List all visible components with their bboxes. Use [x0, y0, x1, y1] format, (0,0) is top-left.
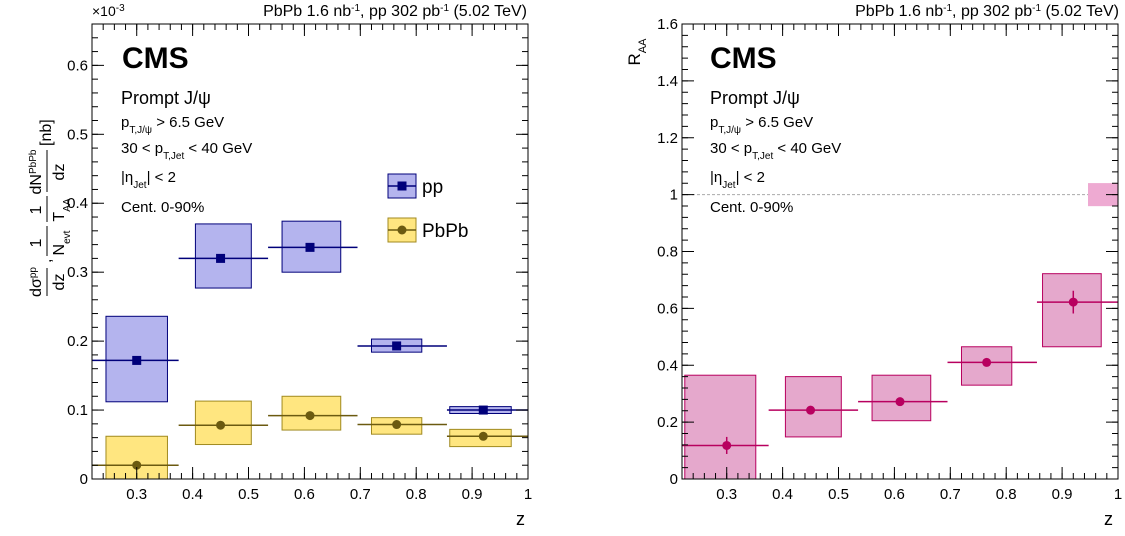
right-ptjet-label: 30 < pT,Jet < 40 GeV — [710, 140, 841, 162]
left-xtick-label: 0.7 — [350, 486, 371, 503]
left-panel: PbPb 1.6 nb-1, pp 302 pb-1 (5.02 TeV) ×1… — [28, 3, 533, 530]
pp-marker — [392, 341, 402, 351]
left-header: PbPb 1.6 nb-1, pp 302 pb-1 (5.02 TeV) — [263, 3, 527, 21]
raa-marker — [806, 405, 816, 415]
right-xlabel: z — [1104, 509, 1113, 529]
right-xtick-label: 0.4 — [772, 486, 793, 503]
left-ytick-label: 0.4 — [67, 195, 88, 212]
ylabel-dsigma: dσpp — [28, 267, 46, 297]
right-cent-label: Cent. 0-90% — [710, 199, 793, 216]
right-ytick-label: 0.2 — [657, 414, 678, 431]
left-xtick-label: 0.9 — [462, 486, 483, 503]
ylabel-dz-1: dz — [51, 274, 68, 291]
left-xtick-label: 0.3 — [126, 486, 147, 503]
legend-pp-marker — [397, 181, 407, 191]
right-xtick-label: 0.8 — [996, 486, 1017, 503]
raa-marker — [982, 357, 992, 367]
right-ptpsi-label: pT,J/ψ > 6.5 GeV — [710, 114, 813, 136]
pbpb-marker — [132, 460, 142, 470]
right-ytick-label: 0.4 — [657, 357, 678, 374]
left-cent-label: Cent. 0-90% — [121, 199, 204, 216]
ylabel-one-2: 1 — [28, 205, 45, 214]
left-xtick-label: 0.8 — [406, 486, 427, 503]
left-prompt-label: Prompt J/ψ — [121, 88, 211, 108]
left-exponent: ×10-3 — [92, 3, 125, 20]
raa-label: RAA — [625, 38, 649, 66]
raa-marker — [1068, 297, 1078, 307]
left-ytick-label: 0.5 — [67, 126, 88, 143]
left-xtick-label: 0.5 — [238, 486, 259, 503]
pbpb-marker — [478, 431, 488, 441]
left-ylabel: dσpp dz , 1 Nevt 1 TAA dNPbPb dz [nb] — [28, 119, 73, 297]
pbpb-marker — [392, 420, 402, 430]
legend-item-pp: pp — [387, 173, 443, 199]
right-axes: 0.3 0.4 0.5 0.6 0.7 0.8 0.9 1 0 0.2 0.4 0.6 0.8 1 1.2 1… — [657, 16, 1122, 503]
raa-marker — [895, 397, 905, 407]
right-ytick-label: 1.6 — [657, 16, 678, 33]
right-ytick-label: 1.2 — [657, 130, 678, 147]
left-xtick-label: 0.6 — [294, 486, 315, 503]
pp-marker — [216, 253, 226, 263]
right-eta-label: |ηJet| < 2 — [710, 169, 765, 191]
left-ytick-label: 0.2 — [67, 333, 88, 350]
left-ytick-label: 0.1 — [67, 402, 88, 419]
left-xlabel: z — [516, 509, 525, 529]
right-ytick-label: 0.8 — [657, 244, 678, 261]
pp-marker — [132, 355, 142, 365]
left-ytick-label: 0.3 — [67, 264, 88, 281]
left-cms-logo: CMS — [122, 42, 189, 75]
left-xtick-label: 0.4 — [182, 486, 203, 503]
left-axes: 0.3 0.4 0.5 0.6 0.7 0.8 0.9 1 0 0.1 0.2 0.3 0.4 0.5 0.… — [67, 23, 532, 503]
raa-sys-box — [1042, 273, 1102, 348]
right-cms-logo: CMS — [710, 42, 777, 75]
left-ptpsi-label: pT,J/ψ > 6.5 GeV — [121, 114, 224, 136]
legend-pp-label: pp — [422, 177, 443, 198]
right-ytick-label: 1.4 — [657, 73, 678, 90]
ylabel-nevt: Nevt — [51, 230, 73, 255]
legend-pbpb-label: PbPb — [422, 221, 468, 242]
left-data-layer — [92, 220, 528, 480]
ylabel-dz-2: dz — [51, 164, 68, 181]
right-ytick-label: 0.6 — [657, 300, 678, 317]
ylabel-one-1: 1 — [28, 238, 45, 247]
pp-marker — [305, 242, 315, 252]
right-ytick-label: 1 — [670, 187, 678, 204]
legend: pp PbPb — [387, 173, 468, 243]
left-ytick-label: 0.6 — [67, 57, 88, 74]
ylabel-unit: [nb] — [38, 119, 55, 146]
pbpb-marker — [305, 411, 315, 421]
right-xtick-label: 0.7 — [940, 486, 961, 503]
right-xtick-label: 0.6 — [884, 486, 905, 503]
legend-item-pbpb: PbPb — [387, 217, 468, 243]
right-ytick-label: 0 — [670, 471, 678, 488]
ylabel-dn: dNPbPb — [28, 149, 46, 194]
right-xtick-label: 0.5 — [828, 486, 849, 503]
right-panel: PbPb 1.6 nb-1, pp 302 pb-1 (5.02 TeV) 0.… — [625, 3, 1122, 530]
right-xtick-label: 0.9 — [1052, 486, 1073, 503]
unity-uncertainty-band — [1088, 183, 1118, 207]
left-frame — [91, 23, 529, 480]
right-ylabel: RAA — [625, 38, 649, 66]
legend-pbpb-marker — [397, 225, 407, 235]
right-header: PbPb 1.6 nb-1, pp 302 pb-1 (5.02 TeV) — [855, 3, 1119, 21]
ylabel-taa: TAA — [51, 198, 73, 221]
left-ytick-label: 0 — [80, 471, 88, 488]
left-xtick-label: 1 — [524, 486, 532, 503]
raa-sys-box — [684, 374, 757, 480]
left-eta-label: |ηJet| < 2 — [121, 169, 176, 191]
ylabel-comma: , — [38, 259, 55, 263]
right-xtick-label: 0.3 — [716, 486, 737, 503]
left-ptjet-label: 30 < pT,Jet < 40 GeV — [121, 140, 252, 162]
right-data-layer — [682, 183, 1118, 480]
raa-marker — [722, 440, 732, 450]
pp-marker — [478, 405, 488, 415]
right-xtick-label: 1 — [1114, 486, 1122, 503]
right-prompt-label: Prompt J/ψ — [710, 88, 800, 108]
pbpb-marker — [216, 420, 226, 430]
